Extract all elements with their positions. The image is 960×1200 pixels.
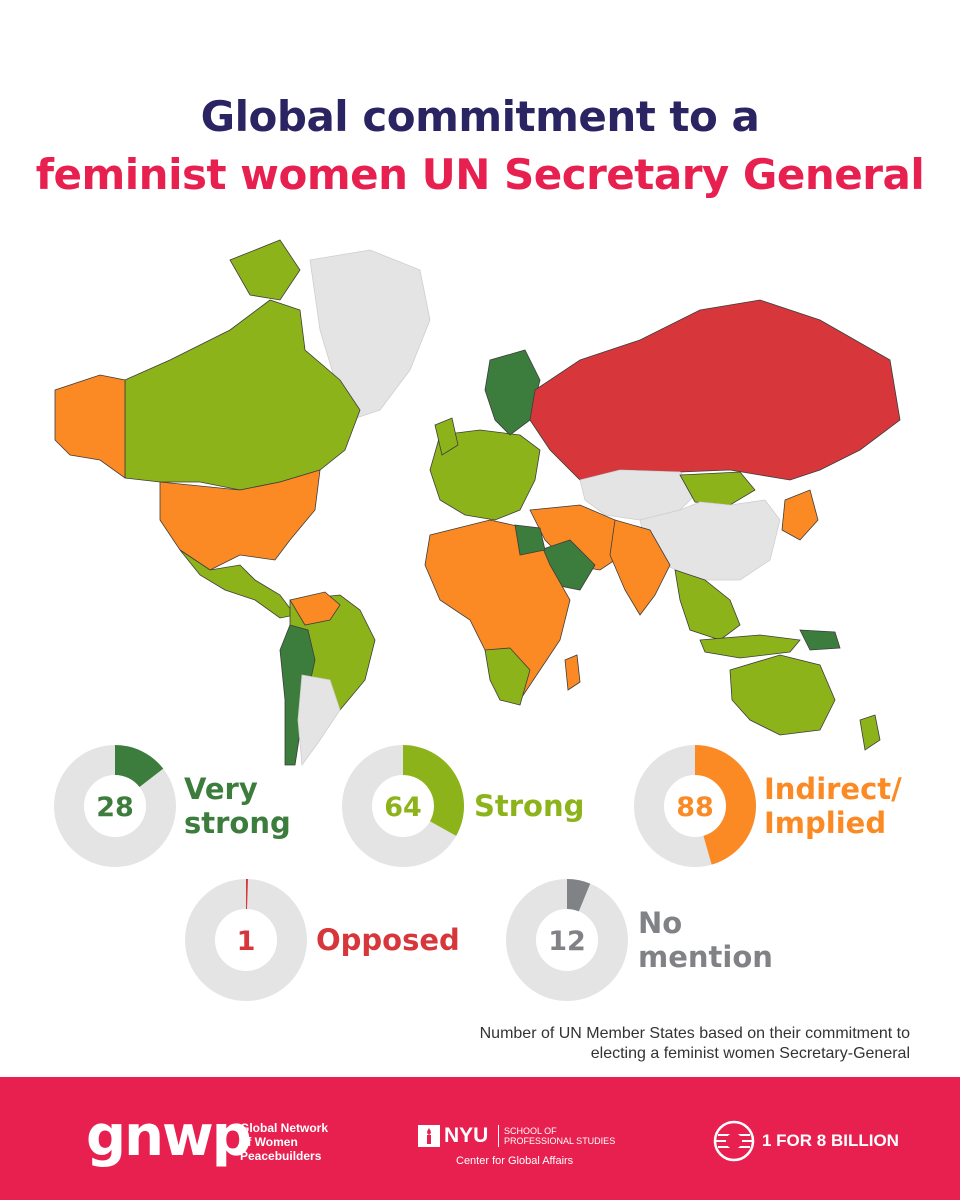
nyu-school-line: SCHOOL OF [504,1126,557,1136]
gnwp-name-line: of Women [240,1135,298,1149]
region-arctic-islands [229,239,301,301]
donut-value-strong: 64 [384,792,422,823]
chart-caption: Number of UN Member States based on thei… [390,1024,910,1064]
nyu-center-name: Center for Global Affairs [456,1155,574,1167]
region-scandinavia [484,349,541,436]
title-line-2: feminist women UN Secretary General [35,150,925,199]
nyu-wordmark: NYU [444,1124,489,1147]
donut-label-very_strong: strong [184,806,291,840]
region-japan [781,489,819,541]
donut-track [185,879,307,1001]
region-png [799,629,841,651]
caption-line-1: Number of UN Member States based on thei… [479,1025,910,1042]
region-alaska [54,374,126,479]
region-new-zealand [859,714,881,751]
donut-value-opposed: 1 [237,926,256,957]
gnwp-name: Global Network of Women Peacebuilders [240,1121,350,1163]
nyu-logo: NYU SCHOOL OF PROFESSIONAL STUDIES Cente… [418,1125,628,1175]
nyu-divider [498,1125,499,1147]
gnwp-name-line: Global Network [240,1121,329,1135]
donut-label-opposed: Opposed [316,923,460,957]
donut-label-no_mention: No [638,906,682,940]
region-west-coast-south-america [279,624,316,766]
caption-line-2: electing a feminist women Secretary-Gene… [590,1045,910,1062]
donut-value-no_mention: 12 [548,926,586,957]
donut-label-indirect: Implied [764,806,886,840]
world-map [54,239,901,767]
region-south-asia [609,519,671,616]
gnwp-logo: gnwp [86,1104,252,1169]
region-europe [429,429,541,521]
footer-bar: gnwp Global Network of Women Peacebuilde… [0,1077,960,1200]
region-mongolia [679,471,756,506]
one-for-8-billion-text: 1 FOR 8 BILLION [762,1131,899,1150]
region-argentina [297,674,341,767]
nyu-school-line: PROFESSIONAL STUDIES [504,1136,616,1146]
region-uk [434,417,459,456]
region-australia [729,654,836,736]
region-usa [159,469,321,571]
donut-value-very_strong: 28 [96,792,134,823]
region-egypt [514,524,546,556]
region-greenland [309,249,431,421]
region-indonesia [699,634,801,659]
torch-icon [418,1125,440,1147]
gnwp-name-line: Peacebuilders [240,1149,322,1163]
donut-opposed: 1 Opposed [185,879,460,1001]
donut-value-indirect: 88 [676,792,714,823]
region-russia [529,299,901,481]
donut-label-no_mention: mention [638,940,773,974]
region-canada [124,299,361,491]
donut-label-strong: Strong [474,789,584,823]
region-northern-south-america [289,591,341,626]
region-southeast-asia [674,569,741,641]
region-madagascar [564,654,581,691]
nyu-school-name: SCHOOL OF PROFESSIONAL STUDIES [504,1126,624,1146]
region-southern-africa [484,647,531,706]
title-line-1: Global commitment to a [200,92,760,141]
one-for-8-billion-logo: 1 FOR 8 BILLION [712,1117,902,1167]
globe-ring-icon [713,1120,755,1162]
donut-arc-no_mention [566,879,591,912]
donut-track [506,879,628,1001]
